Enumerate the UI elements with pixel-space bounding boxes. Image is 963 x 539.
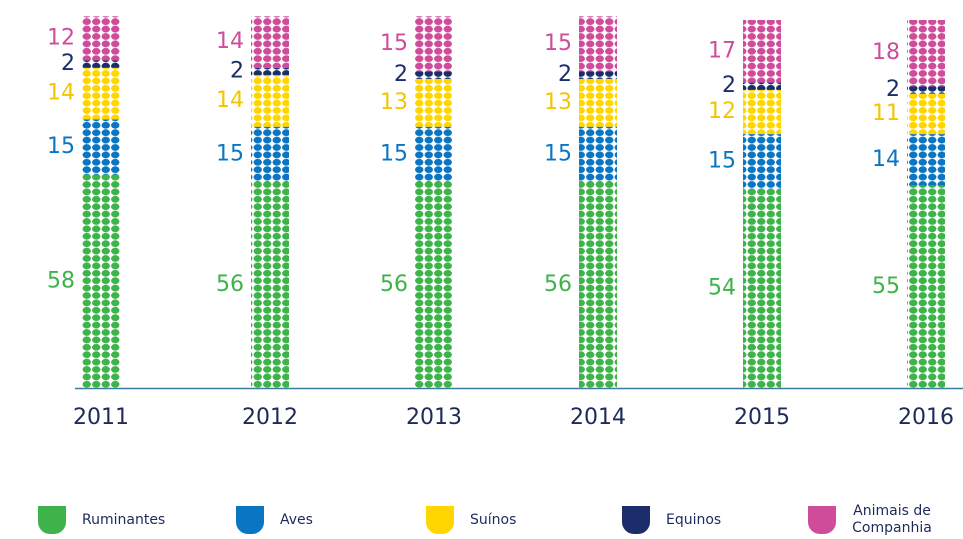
value-label: 13	[544, 90, 572, 115]
value-label: 56	[216, 272, 244, 297]
x-tick-label: 2013	[406, 405, 462, 430]
value-label: 2	[230, 59, 244, 84]
x-tick-label: 2011	[73, 405, 129, 430]
waffle-segment	[907, 185, 945, 388]
value-label: 15	[47, 134, 75, 159]
value-label: 2	[722, 73, 736, 98]
value-label: 2	[558, 62, 572, 87]
value-label: 55	[872, 274, 900, 299]
waffle-segment	[82, 67, 120, 120]
waffle-segment	[907, 134, 945, 186]
legend-label: Animais de Companhia	[852, 503, 932, 536]
x-tick-label: 2012	[242, 405, 298, 430]
value-label: 15	[544, 141, 572, 166]
legend-icon	[426, 506, 454, 534]
waffle-segment	[579, 16, 617, 72]
value-label: 18	[872, 40, 900, 65]
value-label: 56	[544, 272, 572, 297]
waffle-segment	[415, 126, 453, 182]
waffle-segment	[82, 174, 120, 388]
legend-icon	[38, 506, 66, 534]
value-label: 56	[380, 272, 408, 297]
waffle-segment	[743, 89, 781, 135]
value-label: 15	[708, 149, 736, 174]
waffle-segment	[415, 71, 453, 79]
waffle-segment	[82, 119, 120, 175]
waffle-segment	[82, 16, 120, 61]
x-tick-label: 2015	[734, 405, 790, 430]
waffle-segment	[415, 181, 453, 388]
legend-icon	[808, 506, 836, 534]
waffle-segment	[743, 82, 781, 90]
value-label: 14	[216, 29, 244, 54]
value-label: 54	[708, 276, 736, 301]
waffle-segment	[415, 16, 453, 72]
value-label: 13	[380, 90, 408, 115]
value-label: 14	[216, 88, 244, 113]
value-label: 15	[544, 31, 572, 56]
waffle-segment	[579, 126, 617, 182]
waffle-segment	[579, 71, 617, 79]
waffle-segment	[251, 126, 289, 182]
value-label: 12	[708, 99, 736, 124]
waffle-segment	[415, 78, 453, 127]
waffle-segment	[82, 60, 120, 68]
value-label: 58	[47, 268, 75, 293]
legend-label: Equinos	[666, 511, 722, 528]
legend-label: Aves	[280, 511, 313, 528]
value-label: 12	[47, 25, 75, 50]
legend-icon	[236, 506, 264, 534]
waffle-segment	[907, 93, 945, 135]
value-label: 14	[47, 81, 75, 106]
x-tick-label: 2014	[570, 405, 626, 430]
value-label: 15	[216, 141, 244, 166]
value-label: 15	[380, 31, 408, 56]
waffle-segment	[907, 86, 945, 94]
waffle-segment	[743, 134, 781, 190]
waffle-segment	[251, 181, 289, 388]
waffle-segment	[907, 20, 945, 87]
waffle-segment	[251, 75, 289, 127]
waffle-segment	[743, 189, 781, 388]
waffle-segment	[579, 78, 617, 127]
legend-icon	[622, 506, 650, 534]
value-label: 2	[61, 51, 75, 76]
legend-label: Ruminantes	[82, 511, 166, 528]
value-label: 11	[872, 101, 900, 126]
waffle-segment	[743, 20, 781, 83]
x-tick-label: 2016	[898, 405, 954, 430]
waffle-segment	[251, 16, 289, 68]
value-label: 2	[886, 77, 900, 102]
value-label: 17	[708, 38, 736, 63]
value-label: 14	[872, 147, 900, 172]
legend-label: Suínos	[470, 511, 517, 528]
waffle-segment	[579, 181, 617, 388]
value-label: 15	[380, 141, 408, 166]
value-label: 2	[394, 62, 408, 87]
waffle-segment	[251, 67, 289, 76]
